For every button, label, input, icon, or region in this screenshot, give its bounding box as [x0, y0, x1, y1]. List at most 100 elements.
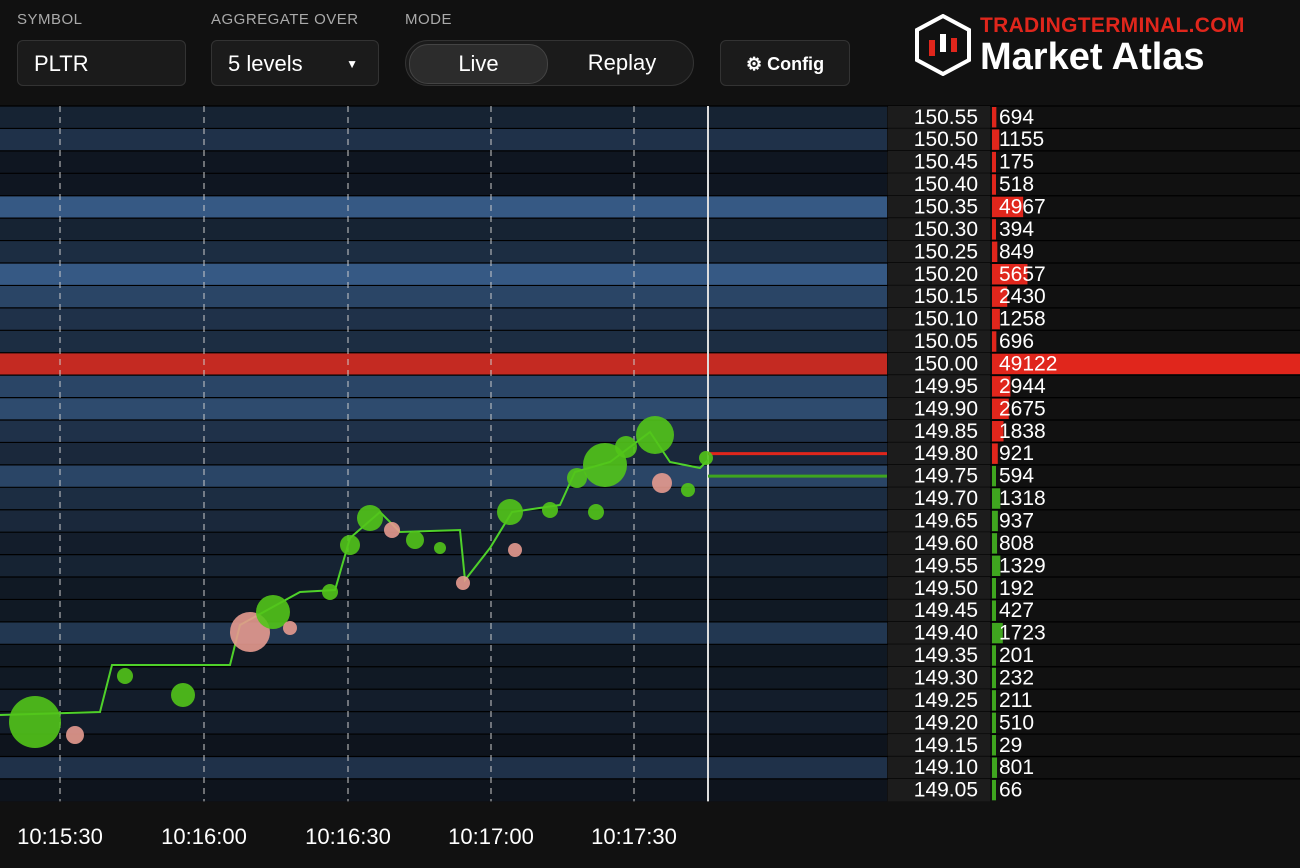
trade-bubble	[117, 668, 133, 684]
size-label: 694	[999, 106, 1034, 129]
time-label: 10:16:00	[161, 824, 247, 849]
trade-bubble	[583, 443, 627, 487]
trade-bubble	[497, 499, 523, 525]
price-label: 149.50	[914, 577, 978, 600]
price-cell	[888, 599, 990, 622]
price-cell	[888, 195, 990, 219]
trade-bubble	[256, 595, 290, 629]
price-label: 149.75	[914, 465, 978, 488]
trade-bubble	[384, 522, 400, 538]
heat-row	[0, 128, 887, 151]
price-cell	[888, 150, 990, 174]
price-cell	[888, 218, 990, 241]
heat-row	[0, 218, 887, 241]
heat-row	[0, 554, 887, 578]
size-label: 4967	[999, 195, 1046, 218]
brand-logo	[915, 14, 971, 76]
price-label: 149.95	[914, 375, 978, 398]
size-bar	[992, 107, 997, 128]
price-label: 149.55	[914, 554, 978, 577]
price-cell	[888, 689, 990, 712]
size-bar	[992, 376, 1011, 397]
price-cell	[888, 509, 990, 533]
price-cell	[888, 666, 990, 690]
trade-bubble	[456, 576, 470, 590]
config-button[interactable]: ⚙ Config	[720, 40, 850, 86]
size-label: 394	[999, 218, 1034, 241]
size-label: 1329	[999, 554, 1046, 577]
size-label: 211	[999, 689, 1032, 712]
heat-row	[0, 711, 887, 735]
size-bar	[992, 219, 996, 240]
size-bar	[992, 174, 996, 195]
price-label: 149.60	[914, 532, 978, 555]
heat-row	[0, 509, 887, 533]
trade-bubble	[615, 436, 637, 458]
price-label: 150.45	[914, 151, 978, 174]
trade-bubble	[652, 473, 672, 493]
trade-bubble	[434, 542, 446, 554]
size-bar	[992, 241, 998, 263]
mode-live[interactable]: Live	[409, 44, 548, 84]
heat-row	[0, 352, 887, 376]
size-bar	[992, 196, 1024, 218]
time-label: 10:16:30	[305, 824, 391, 849]
mode-replay[interactable]: Replay	[587, 50, 657, 75]
size-label: 1838	[999, 420, 1046, 443]
heat-row	[0, 487, 887, 510]
size-label: 192	[999, 577, 1034, 600]
price-cell	[888, 128, 990, 151]
price-label: 150.40	[914, 173, 978, 196]
price-label: 150.30	[914, 218, 978, 241]
price-cell	[888, 442, 990, 465]
size-bar	[992, 308, 1000, 330]
size-bar	[992, 151, 996, 173]
size-label: 1318	[999, 487, 1046, 510]
price-cell	[888, 711, 990, 735]
size-label: 5657	[999, 263, 1046, 286]
price-label: 149.25	[914, 689, 978, 712]
gear-icon: ⚙	[745, 54, 768, 74]
heat-row	[0, 397, 887, 421]
price-label: 149.45	[914, 599, 978, 622]
size-bar	[992, 600, 996, 621]
heat-row	[0, 599, 887, 622]
price-cell	[888, 106, 990, 129]
symbol-input[interactable]: PLTR	[17, 40, 186, 86]
price-label: 149.65	[914, 510, 978, 533]
price-label: 149.15	[914, 734, 978, 757]
price-cell	[888, 285, 990, 308]
logo-candle	[951, 38, 957, 52]
price-cell	[888, 173, 990, 196]
size-bar	[992, 667, 996, 689]
size-bar	[992, 488, 1001, 509]
price-label: 150.25	[914, 240, 978, 263]
aggregate-dropdown[interactable]: 5 levels ▼	[211, 40, 379, 86]
heat-row	[0, 240, 887, 264]
heat-row	[0, 666, 887, 690]
brand-name: Market Atlas	[980, 36, 1205, 78]
logo-candle	[940, 34, 946, 52]
price-label: 150.20	[914, 263, 978, 286]
size-label: 1155	[999, 128, 1044, 151]
size-label: 2430	[999, 285, 1046, 308]
heat-row	[0, 285, 887, 308]
price-label: 149.85	[914, 420, 978, 443]
price-label: 149.35	[914, 644, 978, 667]
size-bar	[992, 331, 997, 352]
trade-bubble	[9, 696, 61, 748]
trade-bubble	[636, 416, 674, 454]
price-label: 149.90	[914, 397, 978, 420]
heat-row	[0, 173, 887, 196]
price-label: 150.55	[914, 106, 978, 129]
trade-bubble	[357, 505, 383, 531]
price-label: 150.50	[914, 128, 978, 151]
trade-bubble	[542, 502, 558, 518]
size-bar	[992, 129, 1000, 150]
trade-bubble	[171, 683, 195, 707]
heat-row	[0, 195, 887, 219]
price-cell	[888, 644, 990, 667]
heat-row	[0, 263, 887, 286]
